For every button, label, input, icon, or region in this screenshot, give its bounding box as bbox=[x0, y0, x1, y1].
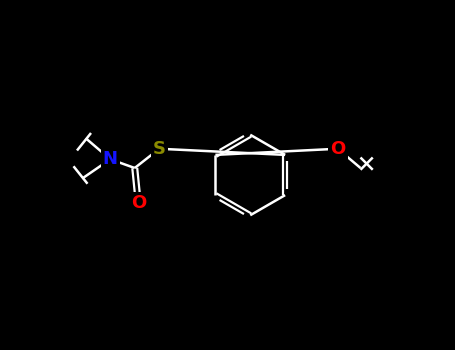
Text: O: O bbox=[131, 194, 146, 212]
Text: N: N bbox=[103, 150, 118, 168]
Text: O: O bbox=[330, 140, 345, 158]
Text: S: S bbox=[153, 140, 166, 158]
